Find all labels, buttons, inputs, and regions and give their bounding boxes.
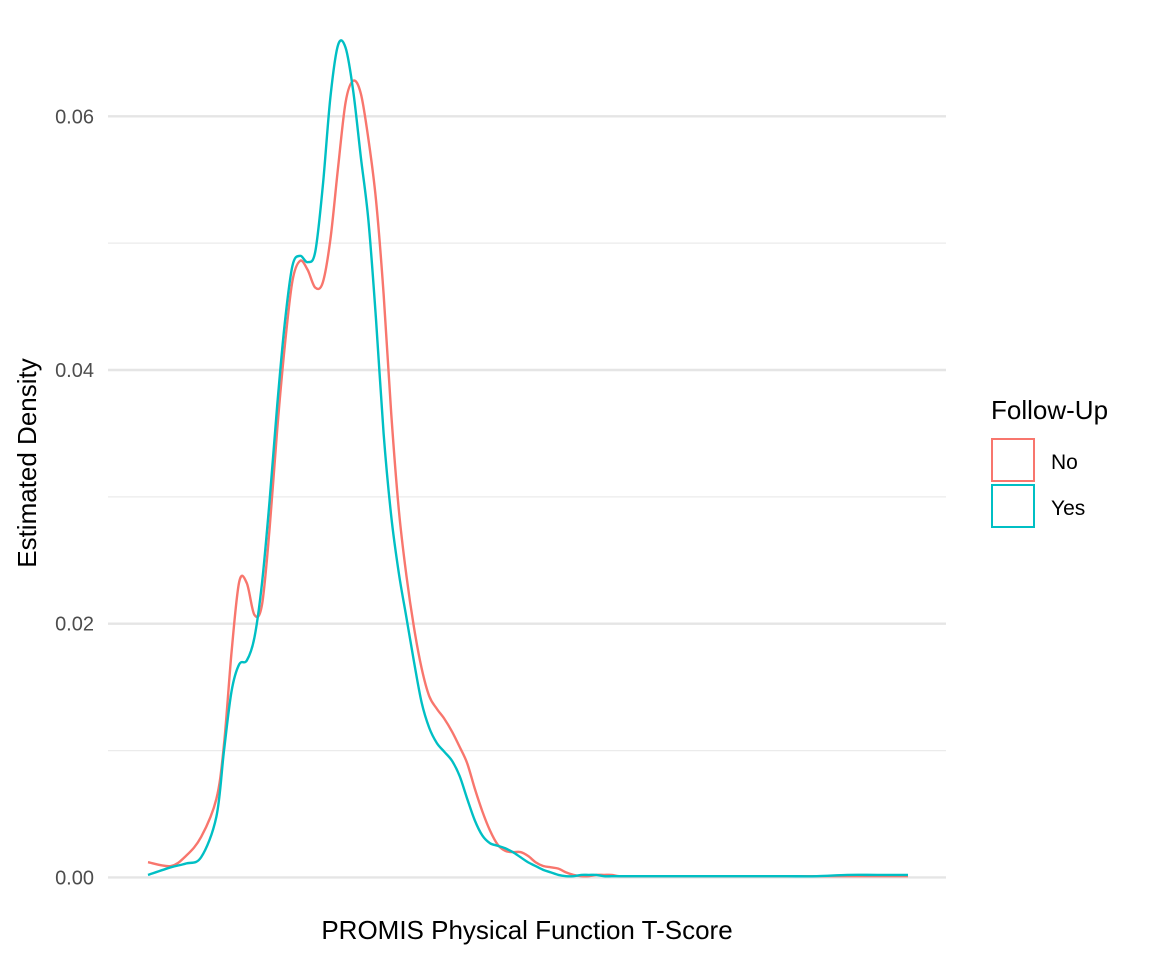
y-tick-label: 0.04 [55,360,94,382]
y-tick-label: 0.06 [55,106,94,128]
y-tick-label: 0.00 [55,867,94,889]
density-line-no [147,79,908,878]
x-axis-title: PROMIS Physical Function T-Score [321,915,732,945]
legend: Follow-Up No Yes [991,395,1108,528]
density-curves [147,39,908,878]
legend-key-yes [991,484,1035,528]
y-axis-tick-labels: 0.00 0.02 0.04 0.06 [55,106,94,889]
legend-label-no: No [1051,451,1078,474]
y-tick-label: 0.02 [55,614,94,636]
legend-key-no [991,438,1035,482]
legend-label-yes: Yes [1051,497,1085,520]
legend-title: Follow-Up [991,395,1108,425]
gridlines [108,115,946,879]
y-axis-title: Estimated Density [12,358,42,568]
density-line-yes [147,39,908,878]
